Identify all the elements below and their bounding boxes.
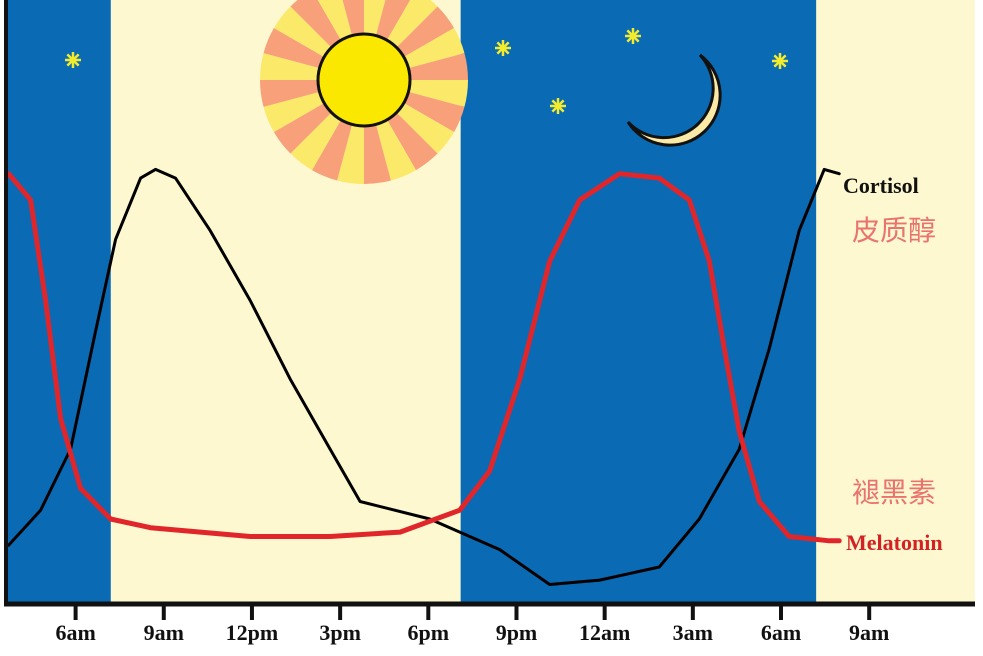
- legend-melatonin-cn: 褪黑素: [852, 476, 936, 509]
- background-bands: [8, 0, 975, 602]
- series-line-cortisol: [7, 167, 841, 586]
- star-icon: [495, 40, 511, 56]
- legend-cortisol: Cortisol: [843, 173, 919, 198]
- legend-melatonin: Melatonin: [846, 530, 943, 555]
- star-icon: [65, 52, 81, 68]
- sun-icon: [260, 0, 468, 184]
- x-tick-label: 12am: [579, 620, 630, 645]
- star-icon: [772, 53, 788, 69]
- moon-icon: [626, 53, 722, 147]
- sun-disc: [316, 32, 412, 128]
- band-night: [8, 0, 111, 602]
- decorations: [65, 0, 788, 184]
- x-tick-label: 9am: [849, 620, 889, 645]
- band-night: [460, 0, 817, 602]
- x-tick-label: 6pm: [408, 620, 450, 645]
- x-tick-label: 9pm: [496, 620, 538, 645]
- legend-cortisol-cn: 皮质醇: [852, 214, 936, 247]
- series-lines: [6, 167, 842, 586]
- x-tick-label: 6am: [761, 620, 801, 645]
- x-axis: 6am 9am 12pm 3pm 6pm 9pm 12am 3am 6am 9am: [4, 0, 975, 645]
- band-day: [816, 0, 975, 602]
- x-tick-label: 12pm: [226, 620, 279, 645]
- star-icon: [550, 98, 566, 114]
- star-icon: [625, 28, 641, 44]
- x-tick-label: 6am: [55, 620, 95, 645]
- x-tick-label: 3am: [673, 620, 713, 645]
- x-tick-label: 3pm: [319, 620, 361, 645]
- x-tick-label: 9am: [144, 620, 184, 645]
- series-line-melatonin: [6, 171, 842, 544]
